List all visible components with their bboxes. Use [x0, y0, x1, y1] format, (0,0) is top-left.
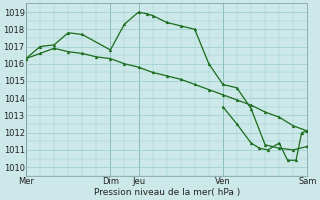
X-axis label: Pression niveau de la mer( hPa ): Pression niveau de la mer( hPa ) — [93, 188, 240, 197]
